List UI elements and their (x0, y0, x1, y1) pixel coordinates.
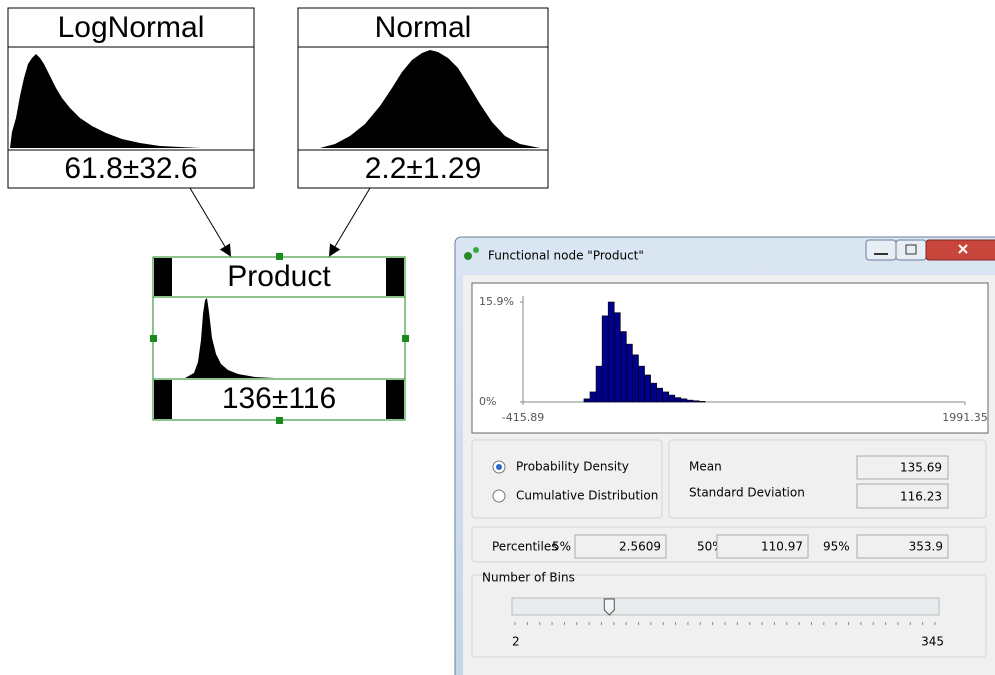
bar (619, 331, 627, 403)
slider-label: Number of Bins (482, 571, 575, 585)
slider-min: 2 (512, 635, 520, 649)
minimize-button[interactable] (865, 239, 897, 261)
bar (662, 391, 670, 403)
node[interactable]: Product 136±116 (150, 253, 409, 424)
maximize-button[interactable] (895, 239, 927, 261)
chart-frame (471, 282, 989, 434)
bar (607, 301, 615, 403)
field (716, 534, 809, 559)
bar (601, 315, 609, 403)
radio[interactable] (492, 489, 506, 503)
dialog: Functional node "Product" 0% 15.9% -415.89… (454, 236, 995, 675)
bar (632, 354, 639, 403)
bar (698, 401, 706, 403)
bar (644, 374, 651, 403)
handle[interactable] (276, 253, 283, 260)
node-value: 61.8±32.6 (64, 152, 197, 185)
handle[interactable] (150, 335, 157, 342)
block (154, 380, 172, 419)
slider-track (511, 597, 940, 616)
bar (674, 397, 682, 403)
radio-dot (496, 464, 502, 470)
node-histogram (10, 54, 200, 148)
icon (473, 247, 479, 253)
node-box (152, 256, 406, 421)
stat-label: Mean (689, 460, 722, 474)
bar (626, 343, 633, 403)
bar (613, 312, 621, 403)
field (574, 534, 667, 559)
percentile-label: 95% (823, 540, 850, 554)
percentile-value: 2.5609 (619, 540, 661, 554)
percentile-value: 110.97 (761, 540, 803, 554)
group-box (471, 574, 987, 658)
field (856, 534, 949, 559)
radio-label[interactable]: Probability Density (516, 460, 629, 474)
node-value: 2.2±1.29 (365, 152, 482, 185)
stat-label: Standard Deviation (689, 486, 805, 500)
node-value: 136±116 (222, 382, 336, 415)
block (386, 380, 404, 419)
x-tick-label: 1991.35 (942, 411, 988, 424)
close-button[interactable] (925, 239, 995, 261)
bar (680, 398, 688, 403)
arrow (328, 187, 371, 257)
field (856, 455, 949, 480)
bar (656, 387, 664, 403)
y-tick-label: 15.9% (479, 295, 514, 308)
bar (595, 365, 603, 403)
y-tick-label: 0% (479, 395, 496, 408)
handle[interactable] (276, 417, 283, 424)
close-icon (958, 244, 968, 254)
percentile-value: 353.9 (909, 540, 943, 554)
bar (583, 398, 591, 403)
dialog-title: Functional node "Product" (488, 249, 644, 263)
block (386, 258, 404, 296)
node[interactable]: Normal 2.2±1.29 (297, 7, 549, 189)
group-box (471, 439, 663, 519)
arrow (189, 187, 232, 257)
percentile-label: 5% (552, 540, 571, 554)
stat-value: 135.69 (900, 461, 942, 475)
block (154, 258, 172, 296)
field (856, 483, 949, 509)
maximize-icon (905, 244, 917, 255)
percentiles-label: Percentiles (492, 540, 557, 554)
bar (589, 391, 597, 403)
icon (464, 252, 472, 260)
handle[interactable] (402, 335, 409, 342)
node-label: Normal (375, 11, 472, 44)
node-histogram (320, 50, 540, 148)
bar (638, 365, 645, 403)
stat-value: 116.23 (900, 490, 942, 504)
bar (650, 382, 657, 403)
node-label: LogNormal (58, 11, 205, 44)
slider-ticks (514, 598, 936, 625)
node-label: Product (227, 260, 331, 293)
bar (668, 394, 676, 403)
node[interactable]: LogNormal 61.8±32.6 (7, 7, 255, 189)
slider-max: 345 (921, 635, 944, 649)
bar (686, 399, 694, 403)
slider-thumb[interactable] (603, 598, 615, 616)
node-histogram (185, 298, 275, 378)
bar (692, 400, 700, 403)
histogram-chart: 0% 15.9% -415.89 1991.35 (479, 295, 988, 424)
x-tick-label: -415.89 (502, 411, 544, 424)
radio-label[interactable]: Cumulative Distribution (516, 489, 658, 503)
